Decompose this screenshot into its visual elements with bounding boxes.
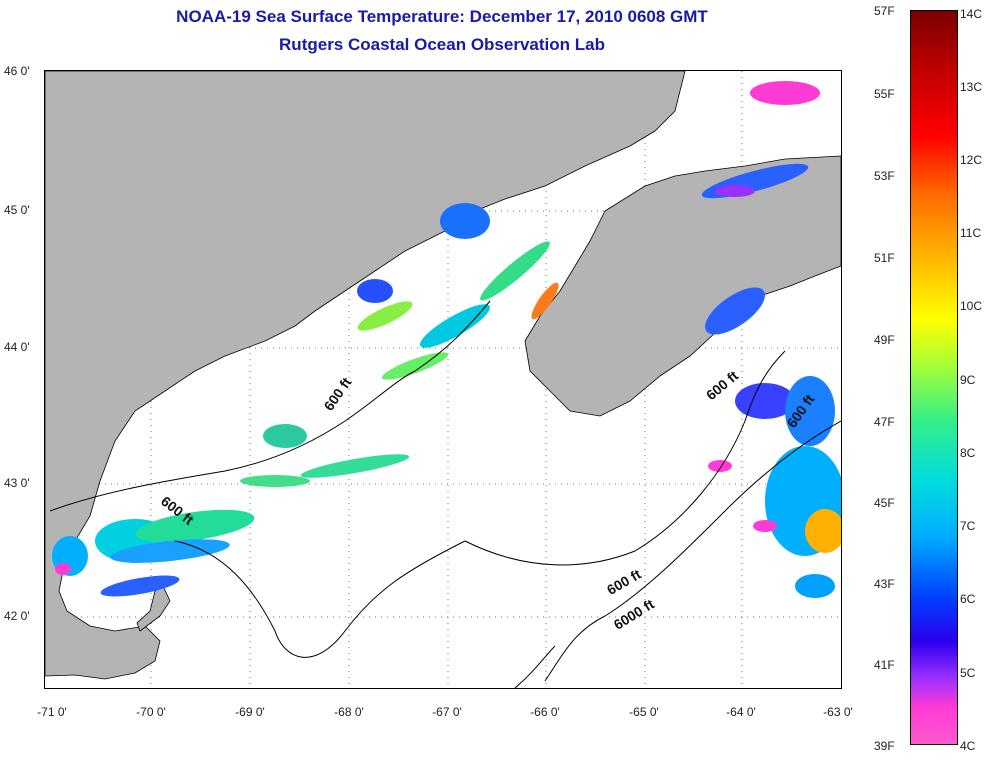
nova-scotia-land [524, 155, 841, 417]
lon-label: -68 0' [334, 705, 364, 719]
colorbar-c-label: 10C [960, 299, 983, 313]
lat-label: 46 0' [4, 64, 30, 78]
lon-label: -67 0' [432, 705, 462, 719]
colorbar-c-label: 6C [960, 592, 976, 606]
colorbar-f-label: 45F [874, 496, 895, 510]
sst-map: 600 ft 600 ft 600 ft 600 ft 6000 ft 600 … [44, 70, 842, 689]
colorbar-c-label: 5C [960, 666, 976, 680]
lon-label: -71 0' [37, 705, 67, 719]
lat-label: 42 0' [4, 609, 30, 623]
colorbar-f-label: 57F [874, 4, 895, 18]
colorbar-c-label: 13C [960, 80, 983, 94]
lon-label: -64 0' [726, 705, 756, 719]
lon-label: -69 0' [235, 705, 265, 719]
colorbar-c-label: 11C [960, 226, 982, 240]
colorbar-f-label: 47F [874, 415, 895, 429]
lat-label: 45 0' [4, 203, 30, 217]
new-england-land [45, 71, 686, 680]
lat-label: 43 0' [4, 476, 30, 490]
colorbar-f-label: 51F [874, 251, 895, 265]
map-title: NOAA-19 Sea Surface Temperature: Decembe… [176, 7, 708, 26]
colorbar-f-label: 43F [874, 577, 895, 591]
colorbar-c-label: 7C [960, 519, 976, 533]
map-subtitle: Rutgers Coastal Ocean Observation Lab [279, 35, 605, 54]
colorbar-c-label: 8C [960, 446, 976, 460]
lon-label: -70 0' [136, 705, 166, 719]
colorbar-f-label: 55F [874, 87, 895, 101]
lat-label: 44 0' [4, 340, 30, 354]
lon-label: -63 0' [823, 705, 853, 719]
colorbar-c-label: 14C [960, 7, 983, 21]
lon-label: -66 0' [530, 705, 560, 719]
colorbar-f-label: 53F [874, 169, 895, 183]
land-masses [45, 71, 841, 680]
colorbar-c-label: 12C [960, 153, 983, 167]
colorbar-c-label: 9C [960, 373, 976, 387]
colorbar-f-label: 49F [874, 333, 895, 347]
bathymetry-contours [49, 300, 841, 688]
colorbar-f-label: 39F [874, 739, 895, 753]
temperature-colorbar [910, 10, 958, 745]
colorbar-c-label: 4C [960, 739, 976, 753]
colorbar-f-label: 41F [874, 658, 895, 672]
lon-label: -65 0' [629, 705, 659, 719]
sst-map-canvas [45, 71, 841, 688]
